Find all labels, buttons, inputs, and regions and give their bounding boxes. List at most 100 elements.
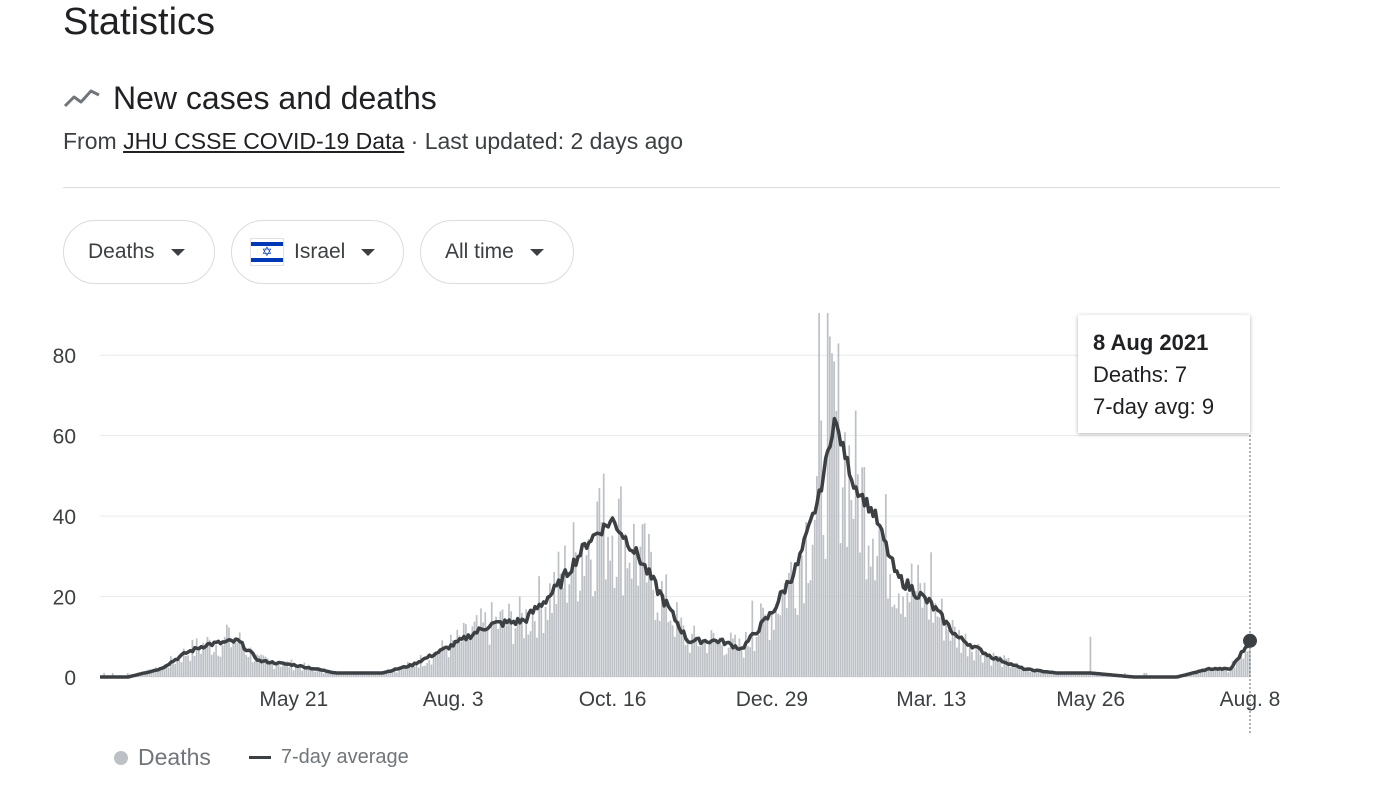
deaths-bar: [775, 605, 777, 677]
deaths-bar: [1061, 673, 1064, 677]
deaths-bar: [1238, 657, 1240, 677]
deaths-bars: [103, 312, 1251, 677]
deaths-bar: [908, 602, 911, 677]
source-link[interactable]: JHU CSSE COVID-19 Data: [123, 128, 405, 154]
highlighted-point[interactable]: [1243, 633, 1257, 648]
deaths-bar: [721, 645, 724, 677]
deaths-bar: [1012, 667, 1014, 677]
deaths-bar: [542, 633, 545, 677]
axis-labels: 0 20 40 60 80 May 21 Aug. 3 Oct. 16 Dec. 29 Mar. …: [53, 345, 1281, 711]
deaths-bar: [643, 523, 646, 677]
deaths-bar: [144, 674, 146, 677]
deaths-bar: [770, 614, 773, 677]
deaths-bar: [1089, 636, 1092, 677]
deaths-bar: [523, 638, 525, 677]
deaths-bar: [751, 600, 754, 677]
deaths-bar: [753, 650, 756, 677]
deaths-bar: [1033, 669, 1036, 677]
deaths-bar: [454, 643, 456, 677]
deaths-bar: [355, 674, 357, 677]
deaths-bar: [484, 612, 487, 677]
deaths-bar: [215, 644, 217, 677]
deaths-bar: [943, 640, 945, 677]
deaths-bar: [796, 615, 799, 677]
deaths-bar: [1037, 671, 1040, 677]
y-tick-label: 20: [53, 587, 76, 610]
deaths-bar: [676, 602, 678, 677]
deaths-bar: [245, 654, 248, 677]
deaths-bar: [1001, 666, 1003, 677]
deaths-bar: [910, 563, 913, 677]
deaths-bar: [710, 630, 713, 677]
deaths-bar: [187, 655, 189, 677]
deaths-bar: [312, 668, 314, 677]
israel-flag-icon: ✡: [250, 238, 284, 266]
deaths-bar: [417, 667, 420, 677]
deaths-bar: [284, 661, 286, 677]
deaths-bar: [680, 617, 683, 677]
deaths-bar: [609, 560, 612, 677]
deaths-chart[interactable]: 0 20 40 60 80 May 21 Aug. 3 Oct. 16 Dec. 29 Mar. …: [0, 300, 1379, 740]
deaths-bar: [794, 608, 797, 677]
deaths-bar: [512, 644, 515, 677]
deaths-bar: [568, 584, 571, 677]
deaths-bar: [193, 655, 196, 677]
deaths-bar: [800, 555, 803, 677]
deaths-bar: [318, 667, 321, 677]
deaths-bar: [357, 672, 360, 677]
deaths-bar: [1052, 673, 1055, 677]
deaths-bar: [936, 616, 939, 677]
deaths-bar: [1055, 674, 1057, 677]
section-header: New cases and deaths: [63, 78, 437, 118]
deaths-bar: [624, 533, 627, 677]
deaths-bar: [432, 652, 435, 677]
deaths-bar: [398, 666, 400, 677]
deaths-bar: [1186, 675, 1189, 677]
deaths-bar: [516, 623, 519, 677]
deaths-bar: [486, 628, 489, 677]
deaths-bar: [960, 652, 963, 677]
range-dropdown[interactable]: All time: [420, 220, 574, 284]
deaths-bar: [684, 645, 687, 677]
deaths-bar: [667, 622, 670, 677]
deaths-bar: [865, 579, 868, 677]
country-dropdown[interactable]: ✡ Israel: [231, 220, 404, 284]
deaths-bar: [947, 629, 950, 677]
deaths-bar: [340, 674, 342, 677]
deaths-bar: [824, 558, 827, 677]
deaths-bar: [266, 658, 269, 677]
deaths-bar: [777, 613, 780, 677]
deaths-bar: [706, 653, 708, 677]
chart-tooltip: 8 Aug 2021 Deaths: 7 7-day avg: 9: [1078, 315, 1250, 433]
deaths-bar: [241, 646, 243, 677]
x-tick-label: Aug. 3: [423, 688, 484, 711]
deaths-bar: [641, 524, 644, 677]
deaths-bar: [406, 661, 409, 677]
deaths-bar: [172, 661, 174, 677]
deaths-bar: [848, 445, 851, 677]
deaths-bar: [505, 625, 508, 677]
deaths-bar: [370, 673, 372, 677]
deaths-bar: [968, 647, 971, 677]
deaths-bar: [729, 632, 732, 677]
deaths-bar: [292, 670, 295, 677]
deaths-bar: [189, 660, 192, 677]
deaths-bar: [264, 656, 267, 677]
metric-dropdown[interactable]: Deaths: [63, 220, 215, 284]
deaths-bar: [301, 670, 304, 677]
deaths-bar: [977, 643, 980, 677]
deaths-bar: [536, 637, 538, 677]
deaths-bar: [437, 654, 439, 677]
deaths-bar: [223, 636, 226, 677]
deaths-bar: [792, 573, 795, 677]
deaths-bar: [872, 538, 874, 677]
deaths-bar: [1229, 666, 1232, 677]
chart-legend: Deaths 7-day average: [114, 744, 409, 771]
deaths-bar: [1104, 675, 1107, 677]
deaths-bar: [200, 653, 202, 677]
deaths-bar: [1059, 672, 1062, 677]
deaths-bar: [514, 628, 517, 677]
deaths-bar: [286, 661, 289, 677]
deaths-bar: [447, 657, 450, 677]
deaths-bar: [1074, 673, 1077, 677]
